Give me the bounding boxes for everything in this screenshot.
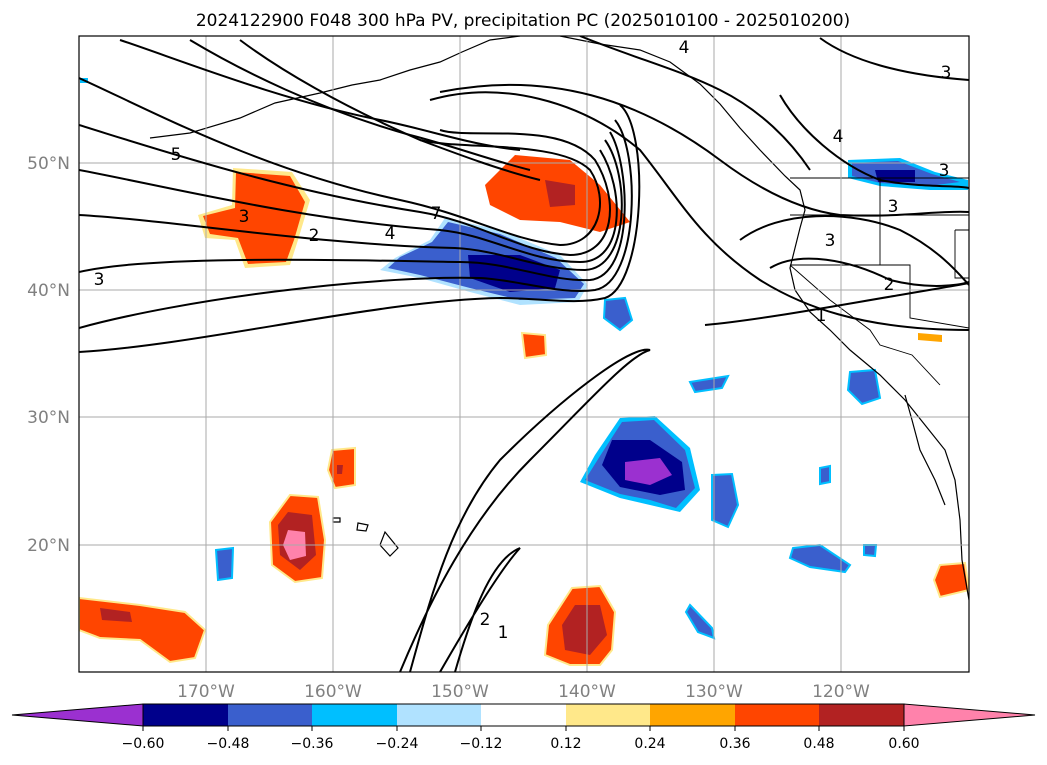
- contour-label: 2: [884, 275, 895, 295]
- contour-label: 2: [309, 226, 320, 246]
- lat-label: 20°N: [27, 536, 70, 556]
- figure-title: 2024122900 F048 300 hPa PV, precipitatio…: [196, 11, 850, 31]
- colorbar-tick-label: 0.48: [803, 736, 834, 752]
- contour-label: 3: [825, 231, 836, 251]
- lon-label: 170°W: [177, 682, 235, 702]
- colorbar-bin: [228, 704, 312, 726]
- contour-label: 4: [385, 224, 396, 244]
- colorbar-bin: [143, 704, 228, 726]
- contour-label: 2: [480, 610, 491, 630]
- colorbar-tick-label: 0.60: [888, 736, 919, 752]
- contour-label: 4: [833, 127, 844, 147]
- contour-label: 7: [431, 204, 442, 224]
- colorbar-bin: [650, 704, 735, 726]
- gridlines: [79, 36, 969, 672]
- colorbar-ticks: [142, 726, 905, 731]
- lon-label: 140°W: [558, 682, 616, 702]
- colorbar-outline: [142, 703, 905, 727]
- lon-label: 150°W: [431, 682, 489, 702]
- colorbar-tick-label: −0.24: [376, 736, 419, 752]
- coastlines: [149, 36, 969, 601]
- contour-label: 3: [888, 197, 899, 217]
- colorbar-tick-label: 0.24: [634, 736, 665, 752]
- colorbar-tick-label: −0.60: [122, 736, 165, 752]
- lat-label: 40°N: [27, 281, 70, 301]
- colorbar-min-extension: [11, 703, 144, 727]
- contour-label: 4: [679, 38, 690, 58]
- colorbar-bin: [312, 704, 397, 726]
- contour-labels: 4 3 5 3 2 4 7 3 4 3 3 3 2 1 2 1: [94, 38, 952, 643]
- colorbar-tick-label: 0.36: [719, 736, 750, 752]
- contour-label: 3: [939, 161, 950, 181]
- lat-label: 30°N: [27, 408, 70, 428]
- colorbar-bin: [735, 704, 819, 726]
- lon-label: 160°W: [304, 682, 362, 702]
- pv-contours: [79, 36, 969, 672]
- contour-label: 3: [94, 270, 105, 290]
- lon-label: 130°W: [685, 682, 743, 702]
- longitude-labels: 170°W 160°W 150°W 140°W 130°W 120°W: [177, 682, 870, 702]
- contour-label: 1: [498, 623, 509, 643]
- contour-label: 3: [941, 63, 952, 83]
- contour-label: 3: [239, 207, 250, 227]
- colorbar-bin: [397, 704, 481, 726]
- lon-label: 120°W: [812, 682, 870, 702]
- colorbar-bin: [819, 704, 904, 726]
- colorbar-tick-label: −0.12: [460, 736, 503, 752]
- map-frame: [78, 35, 970, 673]
- colorbar-bin: [566, 704, 650, 726]
- lat-label: 50°N: [27, 154, 70, 174]
- colorbar-tick-label: 0.12: [550, 736, 581, 752]
- latitude-labels: 50°N 40°N 30°N 20°N: [27, 154, 70, 556]
- contour-label: 1: [816, 306, 827, 326]
- colorbar-max-extension: [903, 703, 1036, 727]
- colorbar-tick-label: −0.48: [207, 736, 250, 752]
- contour-label: 5: [171, 145, 182, 165]
- colorbar-tick-label: −0.36: [291, 736, 334, 752]
- map-panel: 4 3 5 3 2 4 7 3 4 3 3 3 2 1 2 1: [79, 36, 969, 672]
- colorbar: −0.60 −0.48 −0.36 −0.24 −0.12 0.12 0.24 …: [11, 703, 1036, 752]
- colorbar-bin: [481, 704, 566, 726]
